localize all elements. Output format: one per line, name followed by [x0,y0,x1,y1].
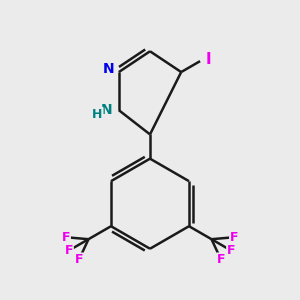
Text: F: F [62,231,70,244]
Text: F: F [230,231,238,244]
Text: N: N [103,61,114,76]
Text: I: I [206,52,212,67]
Text: F: F [75,253,83,266]
Text: N: N [101,103,112,117]
Text: F: F [65,244,73,257]
Text: F: F [217,253,225,266]
Text: H: H [92,108,103,121]
Text: F: F [227,244,235,257]
